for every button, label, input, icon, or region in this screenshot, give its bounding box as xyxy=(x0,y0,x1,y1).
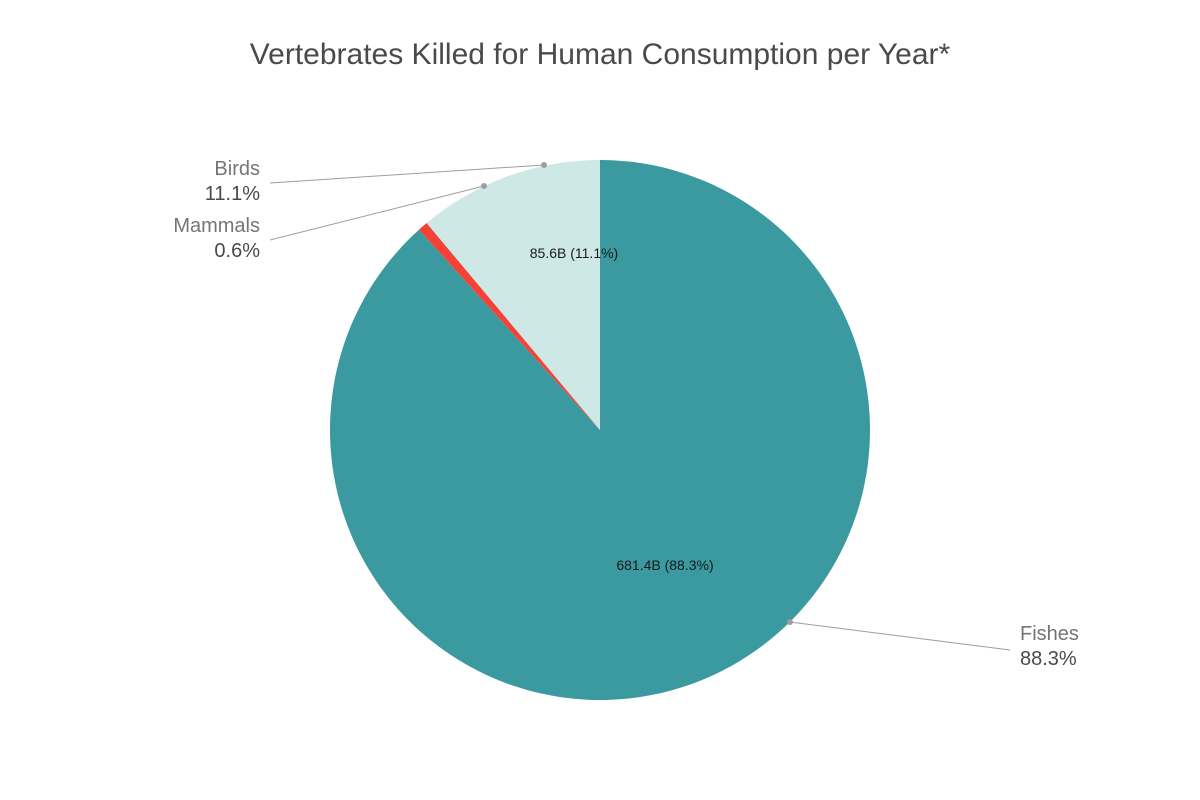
leader-dot-mammals xyxy=(481,183,487,189)
ext-label-name-mammals: Mammals xyxy=(173,215,260,237)
ext-label-value-mammals: 0.6% xyxy=(214,240,260,262)
pie-chart-container: Vertebrates Killed for Human Consumption… xyxy=(0,0,1200,800)
slice-label-fishes: 681.4B (88.3%) xyxy=(616,557,713,573)
leader-dot-fishes xyxy=(787,619,793,625)
ext-label-name-fishes: Fishes xyxy=(1020,623,1079,645)
ext-label-name-birds: Birds xyxy=(214,158,260,180)
ext-label-value-fishes: 88.3% xyxy=(1020,648,1077,670)
leader-dot-birds xyxy=(541,162,547,168)
ext-label-value-birds: 11.1% xyxy=(205,183,260,205)
pie-chart-svg: Fishes 88.3% 681.4B (88.3%) Mammals 0.6% Bird… xyxy=(0,0,1200,800)
slice-label-birds: 85.6B (11.1%) xyxy=(530,245,618,261)
leader-line-fishes xyxy=(790,622,1010,650)
